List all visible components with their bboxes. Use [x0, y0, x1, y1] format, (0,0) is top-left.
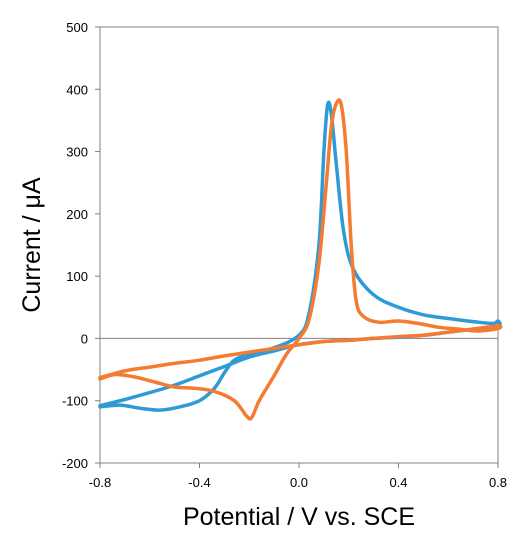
y-tick-label: 300 [66, 145, 88, 160]
y-tick-label: -200 [62, 456, 88, 471]
x-axis-title: Potential / V vs. SCE [183, 503, 415, 531]
plot-frame [99, 26, 499, 464]
x-tick-label: 0.4 [389, 475, 407, 490]
y-tick-label: 500 [66, 20, 88, 35]
y-axis-title: Current / μA [18, 177, 46, 313]
y-tick-label: 0 [81, 331, 88, 346]
series-line-2 [98, 98, 503, 421]
y-axis-ticks: 500 400 300 200 100 0 -100 -200 [62, 20, 100, 471]
y-tick-label: -100 [62, 394, 88, 409]
x-tick-label: 0.8 [489, 475, 507, 490]
y-tick-label: 200 [66, 207, 88, 222]
y-tick-label: 400 [66, 82, 88, 97]
series-layer [98, 98, 503, 421]
series-line-1 [98, 100, 502, 412]
x-tick-label: -0.4 [188, 475, 210, 490]
x-tick-label: 0.0 [290, 475, 308, 490]
x-axis-ticks: -0.8 -0.4 0.0 0.4 0.8 [89, 463, 507, 490]
y-tick-label: 100 [66, 269, 88, 284]
x-tick-label: -0.8 [89, 475, 111, 490]
